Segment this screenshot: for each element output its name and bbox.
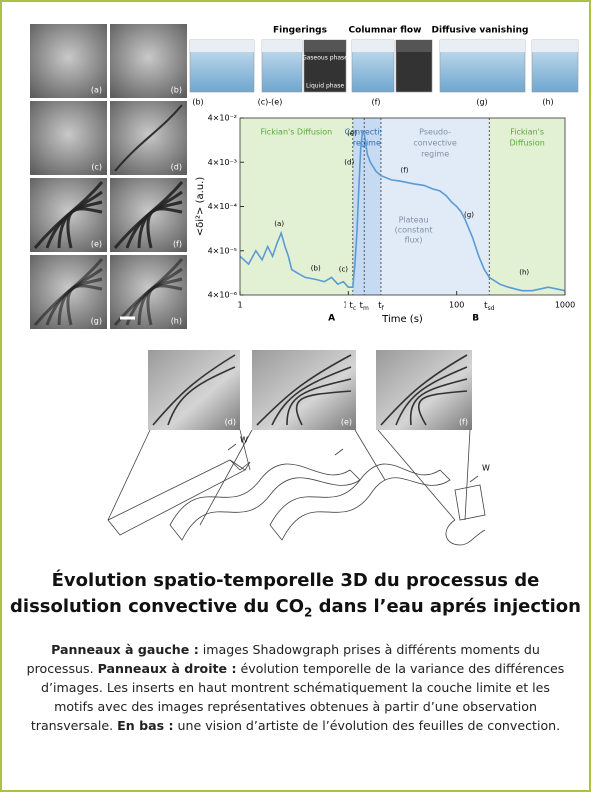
inset-label: (h) [542, 98, 553, 107]
title-text: dans l’eau aprés injection [312, 596, 581, 617]
phase-label: Liquid phase [306, 83, 344, 90]
point-label: (c) [339, 266, 349, 274]
group-label: A [328, 314, 335, 324]
inset-header: Columnar flow [349, 26, 422, 36]
point-label: (a) [274, 220, 284, 228]
x-tick-label: 1 [237, 301, 242, 310]
point-label: (d) [344, 158, 354, 166]
title: Évolution spatio-temporelle 3D du proces… [10, 568, 581, 626]
y-tick-label: 4×10⁻² [208, 114, 237, 123]
region-label: Diffusion [509, 139, 544, 148]
artist-sketch [108, 430, 485, 545]
region-label: Fickian's [510, 128, 544, 137]
inset-gas [352, 40, 394, 52]
plateau-label: Plateau [399, 215, 429, 224]
title-text: dissolution convective du CO [10, 596, 304, 617]
point-label: (e) [347, 129, 357, 137]
plateau-label: flux) [405, 235, 423, 244]
time-marker-sub: m [363, 305, 369, 312]
inset-header: Fingerings [273, 26, 327, 36]
inset-label: (g) [476, 98, 487, 107]
panel-label: (g) [91, 317, 102, 326]
time-marker-sub: c [353, 305, 356, 312]
y-axis-title: <δi²> (a.u.) [195, 177, 206, 237]
y-tick-label: 4×10⁻³ [208, 158, 237, 167]
inset-label: (c)-(e) [258, 98, 283, 107]
panel-label: (h) [171, 317, 182, 326]
inset-label: (b) [192, 98, 203, 107]
panel-label: (a) [91, 86, 102, 95]
artist-image [376, 350, 472, 430]
x-tick-label: 100 [449, 301, 464, 310]
page: (a) (b) (c) (d) (e) (f) (g) (h) Fingerings Column… [0, 0, 591, 792]
inset-gas [262, 40, 302, 52]
time-marker-sub: sd [488, 305, 495, 312]
x-axis-title: Time (s) [381, 314, 423, 325]
inset-gas [532, 40, 578, 52]
inset-label: (f) [371, 98, 380, 107]
point-label: (g) [464, 211, 474, 219]
region-label: Fickian's Diffusion [261, 128, 333, 137]
y-tick-label: 4×10⁻⁶ [208, 291, 237, 300]
caption-part: En bas : [117, 718, 173, 733]
caption-part: Panneaux à gauche : [51, 642, 199, 657]
panel-label: (d) [171, 163, 182, 172]
point-label: (f) [401, 167, 409, 175]
point-label: (b) [311, 264, 321, 272]
inset-gas [396, 40, 432, 52]
inset-header: Diffusive vanishing [432, 26, 529, 36]
y-tick-label: 4×10⁻⁵ [208, 246, 237, 255]
region [240, 118, 353, 295]
region-label: convective [413, 139, 457, 148]
plateau-label: (constant [395, 225, 433, 234]
title-line: dissolution convective du CO2 dans l’eau… [10, 594, 581, 626]
point-label: (h) [519, 268, 529, 276]
caption: Panneaux à gauche : images Shadowgraph p… [24, 640, 567, 735]
inset-gas [304, 40, 346, 52]
artist-label: (f) [459, 418, 468, 427]
panel-label: (b) [171, 86, 182, 95]
figure: (a) (b) (c) (d) (e) (f) (g) (h) Fingerings Column… [0, 0, 591, 560]
caption-part: une vision d’artiste de l’évolution des … [174, 718, 561, 733]
artist-label: (d) [225, 418, 236, 427]
title-line: Évolution spatio-temporelle 3D du proces… [10, 568, 581, 594]
width-label: W [240, 436, 248, 445]
artist-label: (e) [341, 418, 352, 427]
group-label: B [472, 314, 479, 324]
panel-label: (f) [173, 240, 182, 249]
inset-gas [440, 40, 525, 52]
caption-part: Panneaux à droite : [98, 661, 237, 676]
panel-label: (e) [91, 240, 102, 249]
y-tick-label: 4×10⁻⁴ [208, 202, 237, 211]
phase-label: Gaseous phase [302, 55, 348, 62]
region-label: regime [421, 150, 449, 159]
inset-gas [190, 40, 254, 52]
width-label: W [482, 464, 490, 473]
panel-label: (c) [91, 163, 102, 172]
x-tick-label: 1000 [555, 301, 575, 310]
region-label: Pseudo- [419, 128, 451, 137]
